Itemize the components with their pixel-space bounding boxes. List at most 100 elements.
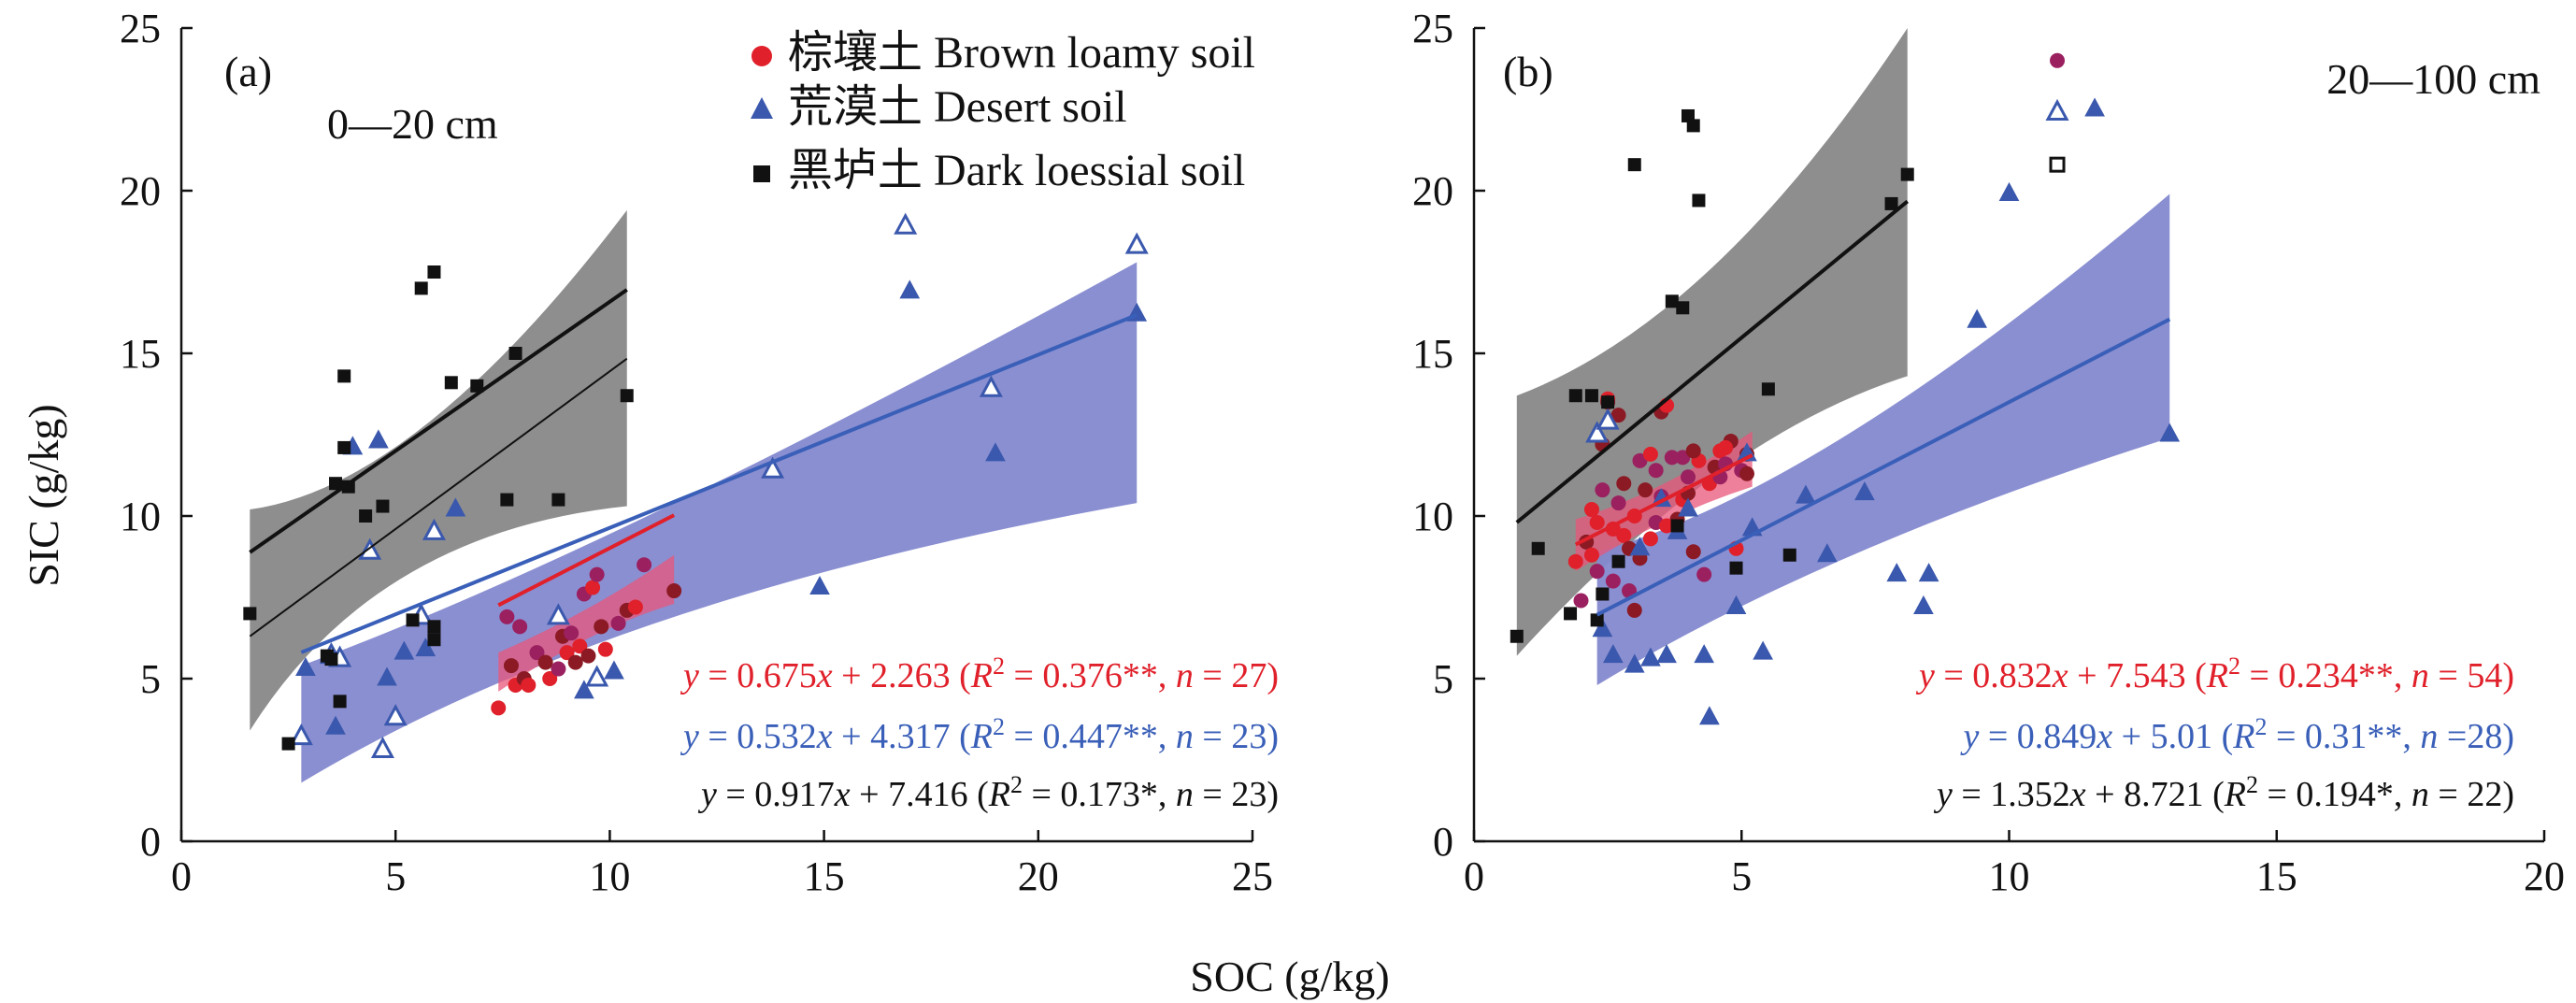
desert-soil-point: [574, 680, 594, 699]
dark-soil-point: [508, 347, 522, 360]
brown-soil-point: [594, 619, 609, 635]
dark-soil-point: [427, 265, 441, 279]
y-tick-label: 5: [1433, 656, 1453, 702]
dark-soil-point: [1692, 193, 1706, 208]
desert-soil-point: [358, 537, 382, 560]
dark-soil-point: [324, 652, 338, 666]
desert-soil-point: [2045, 98, 2069, 121]
brown-soil-point: [1648, 463, 1664, 479]
x-tick-label: 0: [171, 853, 192, 899]
dark-soil-point: [1611, 554, 1625, 568]
desert-soil-point: [368, 429, 389, 449]
dark-soil-point: [1670, 519, 1684, 533]
dark-soil-point: [470, 379, 484, 393]
brown-soil-point: [572, 638, 588, 654]
dark-fit-line: [249, 288, 628, 554]
desert-fit-line: [1596, 317, 2171, 617]
dark-soil-point: [2049, 156, 2066, 173]
brown-fit-line: [1574, 453, 1753, 547]
y-tick-label: 15: [1412, 331, 1453, 377]
desert-soil-point: [1592, 618, 1613, 638]
y-tick-label: 25: [1412, 6, 1453, 51]
y-tick-label: 0: [1433, 819, 1453, 865]
legend-desert-marker: [751, 97, 773, 119]
dark-soil-point: [1782, 548, 1796, 562]
brown-soil-point: [1626, 602, 1642, 618]
desert-soil-point: [1967, 308, 1987, 328]
plot-area: [1510, 28, 2181, 725]
brown-soil-point: [1638, 482, 1653, 498]
x-tick-label: 5: [1731, 853, 1752, 899]
brown-soil-point: [1675, 450, 1691, 466]
brown-soil-point: [551, 661, 566, 677]
depth-label: 0—20 cm: [327, 100, 498, 148]
dark-secondary-fit-line: [249, 357, 628, 638]
legend-dark-marker: [753, 165, 770, 182]
dark-soil-point: [1596, 587, 1610, 601]
x-tick-label: 5: [385, 853, 406, 899]
brown-soil-point: [564, 625, 580, 641]
brown-soil-point: [1664, 450, 1680, 466]
dark-soil-point: [1884, 196, 1898, 210]
desert-soil-point: [761, 456, 785, 479]
legend-brown-marker: [751, 46, 772, 66]
x-tick-label: 10: [589, 853, 630, 899]
y-tick-label: 5: [140, 656, 161, 702]
desert-soil-point: [604, 660, 624, 680]
y-tick-label: 20: [1412, 168, 1453, 214]
brown-soil-point: [1610, 495, 1626, 511]
desert-soil-point: [2084, 97, 2105, 117]
x-tick-label: 20: [1018, 853, 1059, 899]
brown-soil-point: [503, 658, 519, 674]
brown-soil-point: [1718, 439, 1734, 455]
desert-regression-equation: y = 0.532x + 4.317 (R2 = 0.447**, n = 23…: [680, 713, 1279, 757]
brown-soil-point: [1589, 564, 1605, 580]
dark-soil-point: [620, 389, 634, 403]
brown-soil-point: [1696, 566, 1712, 582]
desert-soil-point: [1603, 644, 1624, 664]
desert-soil-point: [585, 665, 609, 687]
dark-soil-point: [333, 695, 347, 709]
desert-soil-point: [899, 279, 921, 299]
desert-soil-point: [1656, 644, 1677, 664]
brown-fit-line: [497, 513, 676, 608]
dark-soil-point: [444, 376, 458, 390]
desert-soil-point: [1817, 543, 1838, 563]
brown-soil-point: [610, 615, 626, 631]
legend-label-desert: 荒漠土 Desert soil: [788, 82, 1127, 132]
brown-soil-point: [1583, 547, 1599, 563]
brown-soil-point: [499, 609, 515, 624]
x-tick-label: 10: [1989, 853, 2030, 899]
brown-soil-point: [537, 654, 553, 670]
dark-soil-point: [1686, 119, 1700, 133]
desert-soil-point: [1998, 181, 2020, 201]
dark-soil-point: [1761, 382, 1775, 396]
dark-soil-point: [1564, 607, 1578, 621]
desert-soil-point: [1913, 595, 1934, 614]
y-tick-label: 20: [120, 168, 161, 214]
desert-soil-point: [894, 212, 918, 235]
brown-soil-point: [542, 671, 558, 686]
dark-soil-point: [427, 633, 441, 647]
desert-fit-line: [300, 313, 1138, 654]
dark-soil-point: [337, 369, 351, 383]
brown-soil-point: [1685, 544, 1701, 560]
desert-soil-point: [1854, 481, 1875, 501]
panel-label: (b): [1503, 48, 1553, 95]
dark-soil-point: [1531, 541, 1545, 555]
y-tick-label: 25: [120, 6, 161, 51]
brown-soil-point: [1681, 469, 1696, 485]
desert-regression-equation: y = 0.849x + 5.01 (R2 = 0.31**, n =28): [1959, 713, 2514, 757]
desert-soil-point: [415, 638, 436, 657]
y-tick-label: 0: [140, 819, 161, 865]
dark-soil-point: [1900, 167, 1914, 181]
desert-soil-point: [1796, 484, 1816, 504]
desert-soil-point: [546, 603, 570, 625]
brown-soil-point: [1610, 408, 1626, 423]
brown-soil-point: [1642, 531, 1658, 547]
depth-label: 20—100 cm: [2326, 55, 2540, 103]
brown-soil-point: [521, 677, 537, 693]
brown-soil-point: [1616, 476, 1632, 492]
brown-soil-point: [529, 645, 545, 661]
x-tick-label: 15: [2256, 853, 2297, 899]
